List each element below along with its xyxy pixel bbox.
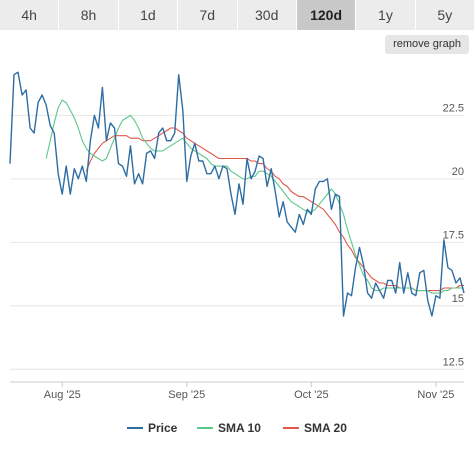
x-tick-label: Aug '25 — [44, 389, 81, 401]
y-tick-label: 12.5 — [443, 356, 464, 368]
tab-4h[interactable]: 4h — [0, 0, 60, 30]
x-tick-label: Oct '25 — [294, 389, 329, 401]
y-tick-label: 22.5 — [443, 102, 464, 114]
x-tick-label: Nov '25 — [417, 389, 454, 401]
y-tick-label: 20 — [452, 166, 464, 178]
legend-label-sma-20: SMA 20 — [304, 421, 347, 435]
y-tick-label: 15 — [452, 293, 464, 305]
tab-1y[interactable]: 1y — [356, 0, 416, 30]
y-tick-label: 17.5 — [443, 229, 464, 241]
remove-graph-button[interactable]: remove graph — [385, 35, 469, 54]
tab-7d[interactable]: 7d — [178, 0, 238, 30]
tab-5y[interactable]: 5y — [415, 0, 474, 30]
timeframe-tabs: 4h 8h 1d 7d 30d 120d 1y 5y — [0, 0, 474, 30]
chart-legend: Price SMA 10 SMA 20 — [127, 421, 347, 435]
tab-1d[interactable]: 1d — [118, 0, 179, 30]
x-axis-ticks: Aug '25 Sep '25 Oct '25 Nov '25 — [44, 382, 454, 401]
series-line-price — [9, 71, 465, 317]
legend-label-sma-10: SMA 10 — [218, 421, 261, 435]
tab-8h[interactable]: 8h — [59, 0, 119, 30]
x-tick-label: Sep '25 — [168, 389, 205, 401]
y-axis-ticks: 12.5 15 17.5 20 22.5 — [443, 102, 464, 368]
grid-lines — [10, 114, 464, 383]
tab-120d[interactable]: 120d — [296, 0, 357, 30]
series-lines — [9, 71, 465, 317]
legend-label-price: Price — [148, 421, 178, 435]
series-line-sma-20 — [85, 127, 464, 292]
tab-30d[interactable]: 30d — [237, 0, 297, 30]
